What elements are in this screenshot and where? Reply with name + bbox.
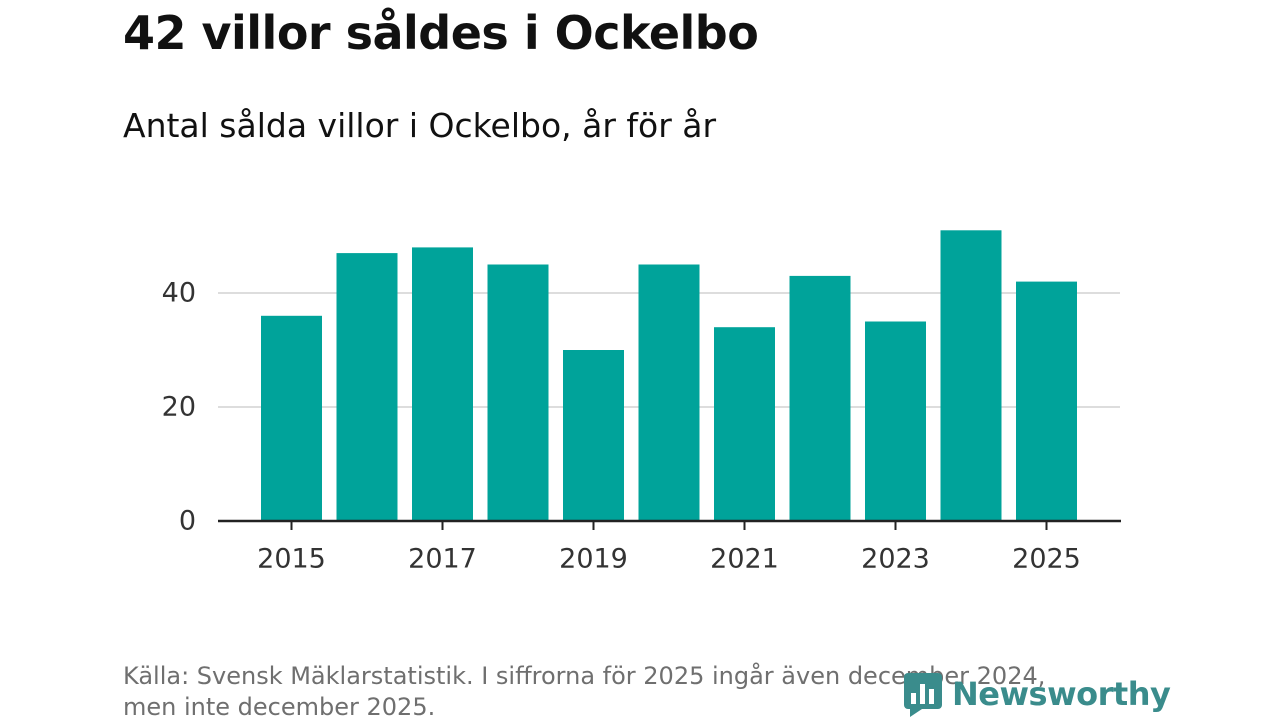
- y-tick-label-20: 20: [162, 392, 196, 423]
- bar-2020: [638, 264, 700, 521]
- x-tick-label-2023: 2023: [861, 544, 930, 575]
- bar-2016: [336, 253, 398, 521]
- source-note: Källa: Svensk Mäklarstatistik. I siffror…: [123, 662, 1046, 720]
- bar-2017: [412, 247, 473, 521]
- bar-2021: [714, 327, 775, 521]
- x-tick-label-2025: 2025: [1012, 544, 1081, 575]
- bar-2025: [1016, 281, 1077, 521]
- x-tick-label-2017: 2017: [408, 544, 477, 575]
- y-tick-labels: 0 20 40: [162, 278, 196, 537]
- y-tick-label-0: 0: [179, 506, 196, 537]
- chart-title: 42 villor såldes i Ockelbo: [123, 6, 759, 60]
- bar-2023: [865, 321, 926, 521]
- chart-subtitle: Antal sålda villor i Ockelbo, år för år: [123, 106, 717, 145]
- x-tick-label-2019: 2019: [559, 544, 628, 575]
- newsworthy-logo-text: Newsworthy: [952, 675, 1171, 713]
- bars: [261, 230, 1077, 522]
- x-axis: [218, 519, 1121, 530]
- newsworthy-logo-icon: [904, 673, 942, 717]
- bar-2024: [940, 230, 1002, 522]
- bar-2022: [789, 275, 851, 521]
- x-tick-labels: 2015 2017 2019 2021 2023 2025: [257, 544, 1081, 575]
- x-tick-label-2021: 2021: [710, 544, 779, 575]
- newsworthy-logo: Newsworthy: [902, 668, 1171, 720]
- y-tick-label-40: 40: [162, 278, 196, 309]
- bar-2019: [563, 350, 624, 521]
- x-tick-label-2015: 2015: [257, 544, 326, 575]
- bar-2015: [261, 315, 322, 521]
- bar-2018: [487, 264, 549, 521]
